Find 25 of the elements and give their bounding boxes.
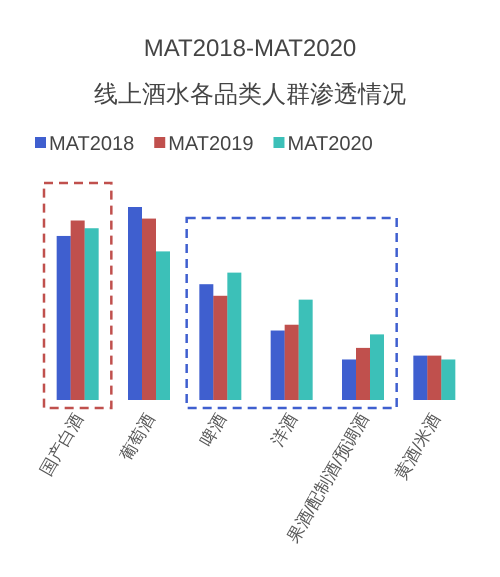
bar [370,334,384,400]
bar [128,207,142,400]
bar [56,236,71,400]
chart-subtitle: 线上酒水各品类人群渗透情况 [94,81,406,108]
x-tick-label: 黄酒/米酒 [390,410,444,483]
bar [156,251,170,400]
x-tick-label: 葡萄酒 [116,410,158,464]
chart-title: MAT2018-MAT2020 [144,35,356,62]
bar [441,359,456,400]
bar [213,296,228,400]
bar [298,300,313,400]
bar [199,284,214,400]
bar [142,218,156,400]
bar [270,330,285,400]
bar [413,356,428,400]
bar [356,348,370,400]
x-tick-label: 洋酒 [268,410,302,450]
bar [342,359,356,400]
bar [70,220,85,400]
bar [227,272,242,400]
bar [84,228,99,400]
x-tick-label: 国产白酒 [36,410,88,479]
x-tick-label: 啤酒 [196,410,230,450]
bar [427,356,442,400]
bar [284,324,299,400]
